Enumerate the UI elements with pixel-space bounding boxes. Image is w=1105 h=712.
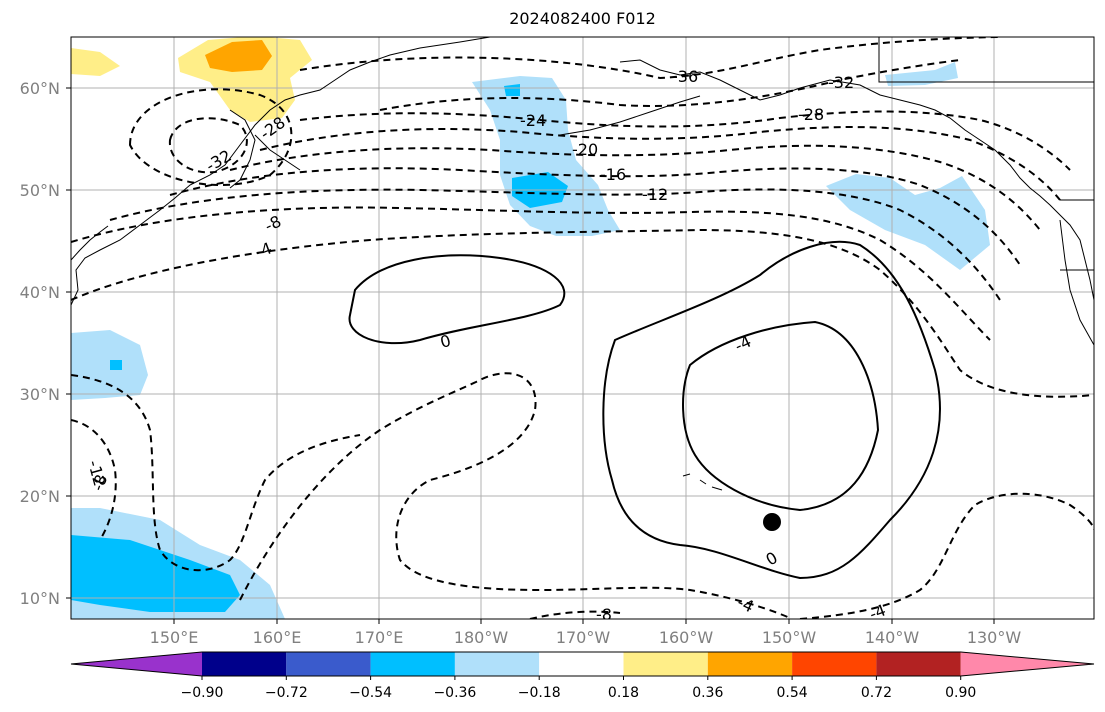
contour-label: -8 <box>262 212 284 236</box>
contour-minus-4-north <box>71 228 1094 398</box>
map-area: -36 -32 -28 -32 -28 -24 -20 -16 -12 -8 -… <box>71 37 1094 624</box>
axis-ticks <box>66 87 995 624</box>
lon-label: 150°W <box>762 628 817 647</box>
shade-blue-west-small <box>110 360 122 370</box>
colorbar-segment <box>370 652 455 676</box>
lon-label: 160°E <box>253 628 302 647</box>
contour-label: 0 <box>763 548 781 570</box>
contour-label: -8 <box>88 472 111 493</box>
colorbar-tick-label: 0.90 <box>945 685 976 701</box>
colorbar-segment <box>623 652 708 676</box>
contour-minus-4-southeast <box>799 492 1094 619</box>
contour-minus-16 <box>169 167 1021 266</box>
lat-label: 60°N <box>20 79 60 98</box>
lat-label: 10°N <box>20 589 60 608</box>
colorbar-tick-label: 0.18 <box>608 685 639 701</box>
lat-label: 30°N <box>20 385 60 404</box>
colorbar-extend-high <box>960 652 1094 676</box>
lon-label: 160°W <box>659 628 714 647</box>
colorbar-segment <box>539 652 624 676</box>
japan-coastline <box>71 225 109 261</box>
colorbar-segment <box>202 652 287 676</box>
shade-light-blue-west <box>71 330 148 400</box>
contour-minus-12-southwest <box>71 419 117 541</box>
colorbar-tick-label: −0.72 <box>265 685 308 701</box>
lon-label: 140°W <box>865 628 920 647</box>
shade-orange-northwest <box>205 40 272 72</box>
contour-label: -4 <box>867 600 888 623</box>
contour-label: -4 <box>734 592 756 616</box>
contour-label: -4 <box>732 332 754 356</box>
map-title: 2024082400 F012 <box>509 9 656 28</box>
colorbar <box>70 651 1095 677</box>
contour-minus-4-south <box>239 372 791 619</box>
colorbar-segment <box>876 652 961 676</box>
alaska-coastline <box>619 59 1094 301</box>
coastlines <box>71 37 1094 491</box>
storm-position-dot <box>763 513 781 531</box>
contour-label: -4 <box>253 238 274 261</box>
hawaii-islands <box>682 473 723 491</box>
contour-minus-36 <box>299 37 1001 80</box>
contour-label: -20 <box>572 140 598 159</box>
contour-label: -16 <box>600 165 626 184</box>
shade-light-blue-east <box>826 174 990 270</box>
contour-minus-32-north <box>379 59 961 111</box>
longitude-labels: 150°E 160°E 170°E 180°W 170°W 160°W 150°… <box>150 628 1022 647</box>
contour-zero-west <box>348 254 566 345</box>
contour-minus-20 <box>229 144 1041 231</box>
shaded-anomalies <box>71 37 990 619</box>
colorbar-tick-label: −0.18 <box>518 685 561 701</box>
contour-zero-east <box>602 240 941 580</box>
colorbar-tick-label: 0.54 <box>777 685 808 701</box>
lat-label: 20°N <box>20 487 60 506</box>
kamchatka-coastline <box>229 109 256 189</box>
colorbar-segment <box>454 652 540 676</box>
latitude-labels: 60°N 50°N 40°N 30°N 20°N 10°N <box>20 79 60 608</box>
kuril-islands <box>254 134 301 171</box>
alaska-border <box>878 37 1094 83</box>
contour-minus-28-low <box>128 88 293 186</box>
lon-label: 150°E <box>150 628 199 647</box>
contour-label: 0 <box>438 331 453 352</box>
aleutian-islands <box>559 95 701 136</box>
shade-light-blue-alaska <box>885 62 958 86</box>
contour-minus-28 <box>299 110 1071 171</box>
contour-4-east <box>682 320 880 512</box>
colorbar-tick-label: 0.72 <box>861 685 892 701</box>
colorbar-segment <box>286 652 371 676</box>
colorbar-labels: −0.90 −0.72 −0.54 −0.36 −0.18 0.18 0.36 … <box>181 676 976 701</box>
contour-label: -8 <box>596 605 612 624</box>
colorbar-extend-low <box>71 652 202 676</box>
contour-minus-24 <box>259 126 1061 201</box>
colorbar-segment <box>707 652 793 676</box>
colorbar-tick-label: −0.36 <box>433 685 476 701</box>
contour-minus-8 <box>71 206 991 341</box>
shade-blue-small <box>504 84 520 96</box>
lat-label: 50°N <box>20 181 60 200</box>
contour-label: -32 <box>203 146 235 176</box>
contour-label: -24 <box>520 111 546 130</box>
shade-yellow-farwest <box>71 48 120 76</box>
north-america-coast <box>1059 219 1094 346</box>
colorbar-tick-label: 0.36 <box>692 685 723 701</box>
lon-label: 170°W <box>556 628 611 647</box>
colorbar-tick-label: −0.54 <box>349 685 392 701</box>
shade-blue-southwest <box>71 535 240 612</box>
contours <box>71 37 1094 619</box>
lon-label: 170°E <box>355 628 404 647</box>
contour-minus-8-southwest <box>71 374 361 572</box>
lat-label: 40°N <box>20 283 60 302</box>
contour-label: -12 <box>642 185 668 204</box>
contour-label: -32 <box>828 73 854 92</box>
colorbar-segment <box>792 652 877 676</box>
gridlines <box>71 37 1094 619</box>
contour-label: -36 <box>672 67 698 86</box>
colorbar-tick-label: −0.90 <box>181 685 224 701</box>
lon-label: 130°W <box>967 628 1022 647</box>
contour-label: -28 <box>798 105 824 124</box>
asia-coastline <box>71 37 491 306</box>
lon-label: 180°W <box>454 628 509 647</box>
